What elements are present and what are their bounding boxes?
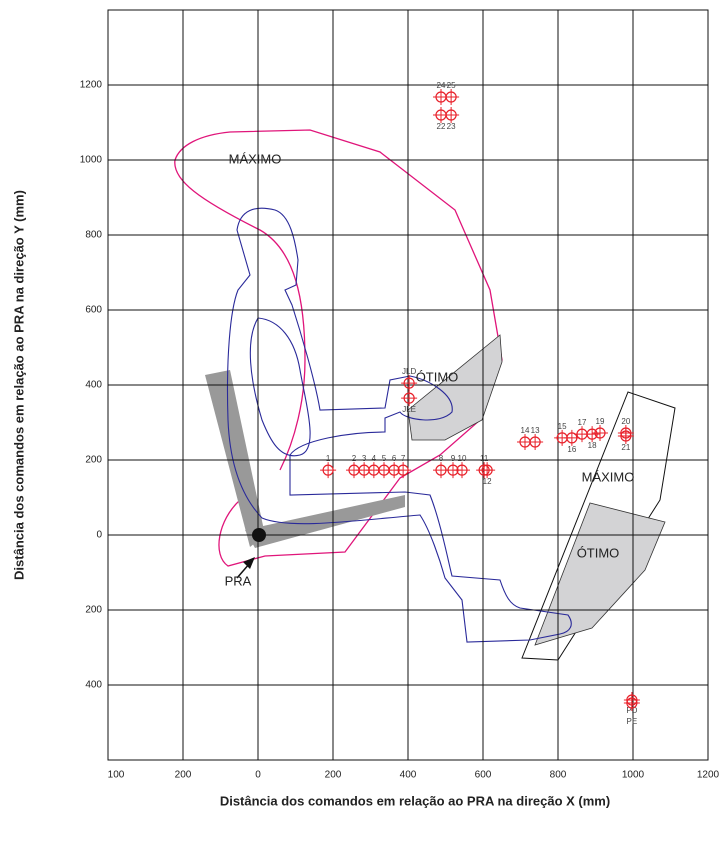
point-label: 16 xyxy=(567,445,576,454)
person-outline xyxy=(226,207,572,643)
point-label: 12 xyxy=(483,477,492,486)
point-label: 13 xyxy=(531,426,540,435)
point-label: 20 xyxy=(621,417,630,426)
x-axis-label: Distância dos comandos em relação ao PRA… xyxy=(220,793,610,808)
x-tick-label: 400 xyxy=(400,770,417,781)
point-label: 15 xyxy=(558,422,567,431)
target-marker xyxy=(401,390,418,407)
y-tick-label: 1200 xyxy=(80,80,103,91)
x-tick-label: 100 xyxy=(108,770,125,781)
y-tick-label: 0 xyxy=(96,530,102,541)
point-label: 14 xyxy=(521,426,530,435)
y-tick-label: 400 xyxy=(85,680,102,691)
seat xyxy=(245,495,405,548)
point-label: 18 xyxy=(588,441,597,450)
target-marker xyxy=(617,428,634,444)
target-marker xyxy=(454,462,470,479)
point-label: 1 xyxy=(326,454,331,463)
x-tick-label: 200 xyxy=(175,770,192,781)
y-tick-label: 200 xyxy=(85,455,102,466)
point-label: 23 xyxy=(447,122,456,131)
x-tick-label: 1200 xyxy=(697,770,720,781)
target-marker xyxy=(401,375,418,392)
point-label: 17 xyxy=(578,418,587,427)
y-tick-label: 800 xyxy=(85,230,102,241)
y-tick-label: 1000 xyxy=(80,155,103,166)
target-marker xyxy=(623,695,640,711)
zone-label: ÓTIMO xyxy=(577,545,620,560)
x-tick-label: 1000 xyxy=(622,770,645,781)
point-label: 10 xyxy=(458,454,467,463)
pra-arrow-head xyxy=(243,557,255,569)
optimum-lower xyxy=(534,502,666,646)
target-marker xyxy=(563,429,580,446)
target-marker xyxy=(517,434,533,450)
point-label: 24 xyxy=(437,81,446,90)
point-label: 19 xyxy=(596,417,605,426)
point-label: 2 xyxy=(352,454,357,463)
target-marker xyxy=(443,89,460,105)
point-label: JLE xyxy=(402,405,416,414)
point-label: JLD xyxy=(402,367,416,376)
zone-label: MÁXIMO xyxy=(229,151,282,166)
target-marker xyxy=(584,426,601,443)
zone-label: MÁXIMO xyxy=(582,469,635,484)
optimum-upper xyxy=(407,334,503,441)
target-marker xyxy=(395,462,412,479)
point-label: 9 xyxy=(451,454,456,463)
point-label: PE xyxy=(627,717,638,726)
x-tick-label: 800 xyxy=(550,770,567,781)
point-label: 4 xyxy=(372,454,377,463)
point-label: 3 xyxy=(362,454,367,463)
point-label: 11 xyxy=(480,454,489,463)
x-tick-label: 200 xyxy=(325,770,342,781)
target-marker xyxy=(592,425,608,441)
target-marker xyxy=(320,462,337,479)
y-axis-label: Distância dos comandos em relação ao PRA… xyxy=(11,190,26,580)
target-marker xyxy=(443,107,460,123)
y-tick-label: 200 xyxy=(85,605,102,616)
zone-label: PRA xyxy=(225,573,252,588)
zone-label: ÓTIMO xyxy=(416,369,459,384)
x-tick-label: 0 xyxy=(255,770,261,781)
point-label: 7 xyxy=(401,454,406,463)
point-label: 22 xyxy=(437,122,446,131)
maximum-reach-lower xyxy=(521,391,676,661)
target-marker xyxy=(479,462,496,479)
point-label: 8 xyxy=(439,454,444,463)
point-label: 6 xyxy=(392,454,397,463)
maximum-reach-upper xyxy=(174,129,503,567)
y-tick-label: 400 xyxy=(85,380,102,391)
point-label: 25 xyxy=(447,81,456,90)
y-tick-label: 600 xyxy=(85,305,102,316)
point-label: 21 xyxy=(621,443,630,452)
point-label: 5 xyxy=(382,454,387,463)
x-tick-label: 600 xyxy=(475,770,492,781)
